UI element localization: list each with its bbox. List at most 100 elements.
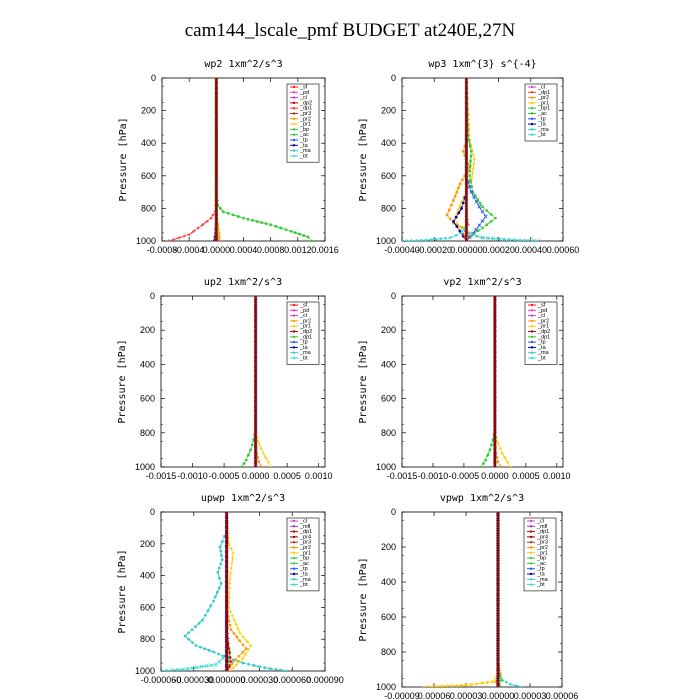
legend-marker [529,546,533,549]
legend-box [286,301,320,365]
legend-label: _pr4 [299,534,311,540]
plot-frame [401,511,563,688]
legend-marker [292,314,296,317]
legend-marker [530,346,534,349]
legend-label: _pr1 [299,324,311,330]
legend-box [523,517,557,592]
legend-label: _pr4 [536,534,548,540]
series-ma-marker [279,668,283,671]
legend-label: _bp [299,556,309,562]
series-pr1-marker [229,610,233,614]
legend-label: _mfl [299,524,310,530]
series-ac-marker [468,169,472,173]
series-bp-marker [284,228,288,231]
legend-label: _pr2 [299,545,311,551]
y-tick-label: 600 [141,171,156,181]
series-ac-marker [472,232,476,235]
series-ma-marker [532,238,536,241]
legend-label: _cl [299,519,307,525]
legend-marker [292,149,296,152]
legend-marker [529,583,533,586]
series-pr1-marker [426,685,430,687]
legend-marker [530,351,534,354]
panel-title: upwp 1xm^2/s^3 [201,493,285,504]
x-tick-label: 0.00006 [546,691,579,700]
series-pr1-marker [436,685,439,687]
legend-label: _pr2 [299,116,311,122]
legend-label: _ma [537,350,550,356]
series-ma-marker [252,664,256,667]
series-pr1-marker [472,157,477,162]
legend-label: _bt [537,356,546,362]
x-tick-label: 0.0005 [512,471,540,481]
series-pr2-marker [260,465,264,467]
legend-marker [292,356,296,360]
legend-marker [292,133,296,136]
series-ac-marker [481,205,484,208]
series-pr2-marker [449,203,453,207]
series-ac-marker [469,155,473,158]
legend-marker [292,122,296,126]
series-bp-marker [255,220,259,223]
series-ac-marker [469,164,472,168]
series-bp-marker [269,223,273,227]
legend-marker [292,96,296,99]
y-tick-label: 0 [150,507,155,517]
series-bp-marker [264,222,268,226]
x-tick-label: 0.00006 [418,691,451,700]
series-pr1-marker [234,622,238,626]
panel-title: wp2 1xm^2/s^3 [204,59,282,70]
x-tick-label: 0.00003 [514,691,547,700]
y-axis-label: Pressure [hPa] [117,339,128,423]
legend-marker [529,562,533,565]
y-tick-label: 400 [140,571,155,581]
series-pr1-marker [238,659,242,664]
series-ma-marker [514,684,518,687]
legend-marker [292,530,296,533]
series-pr1-marker [231,666,235,670]
legend-label: _ma [299,350,312,356]
series-ma-marker [215,590,219,594]
series-group [161,512,289,671]
y-axis-label: Pressure [hPa] [358,339,369,423]
series-dp1-marker [172,237,176,241]
series-ma-marker [187,637,191,641]
legend-label: _bt [299,153,308,159]
panel-title: up2 1xm^2/s^3 [204,277,282,288]
series-ma-marker [241,661,245,665]
x-tick-label: -0.00009 [384,691,420,700]
series-ma-marker [183,634,187,638]
series-ta-marker [460,207,463,210]
legend-label: _cl [299,313,307,319]
series-dp1-marker [490,443,493,447]
series-dp1-line [480,296,496,467]
series-ac-marker [489,213,493,216]
series-ac-line [465,78,497,241]
series-pr1-marker [238,631,242,635]
y-axis-label: Pressure [hPa] [117,549,128,633]
series-pr1-marker [232,618,236,622]
legend-label: _ta [299,143,309,149]
legend-marker [292,325,296,328]
series-ac-marker [494,216,497,220]
series-pr2-marker [228,624,232,627]
legend-label: _cl [537,313,545,319]
series-pr2-marker [217,231,221,235]
legend-box [286,517,320,592]
series-bt-marker [439,237,442,240]
legend-label: _sf [299,85,308,91]
series-pr2-marker [453,194,457,198]
y-tick-label: 800 [381,203,396,213]
legend-marker [529,572,533,576]
series-bp-marker [302,234,306,237]
series-bp-marker [237,215,240,218]
series-dp1-marker [229,659,233,664]
y-tick-label: 400 [381,577,396,587]
series-bt-marker [161,669,163,671]
legend-label: _ac [299,132,309,138]
series-tp-marker [477,223,482,228]
series-ma-marker [219,582,223,585]
legend-marker [292,346,296,349]
y-tick-label: 800 [140,428,155,438]
series-pr2-marker [461,149,465,153]
